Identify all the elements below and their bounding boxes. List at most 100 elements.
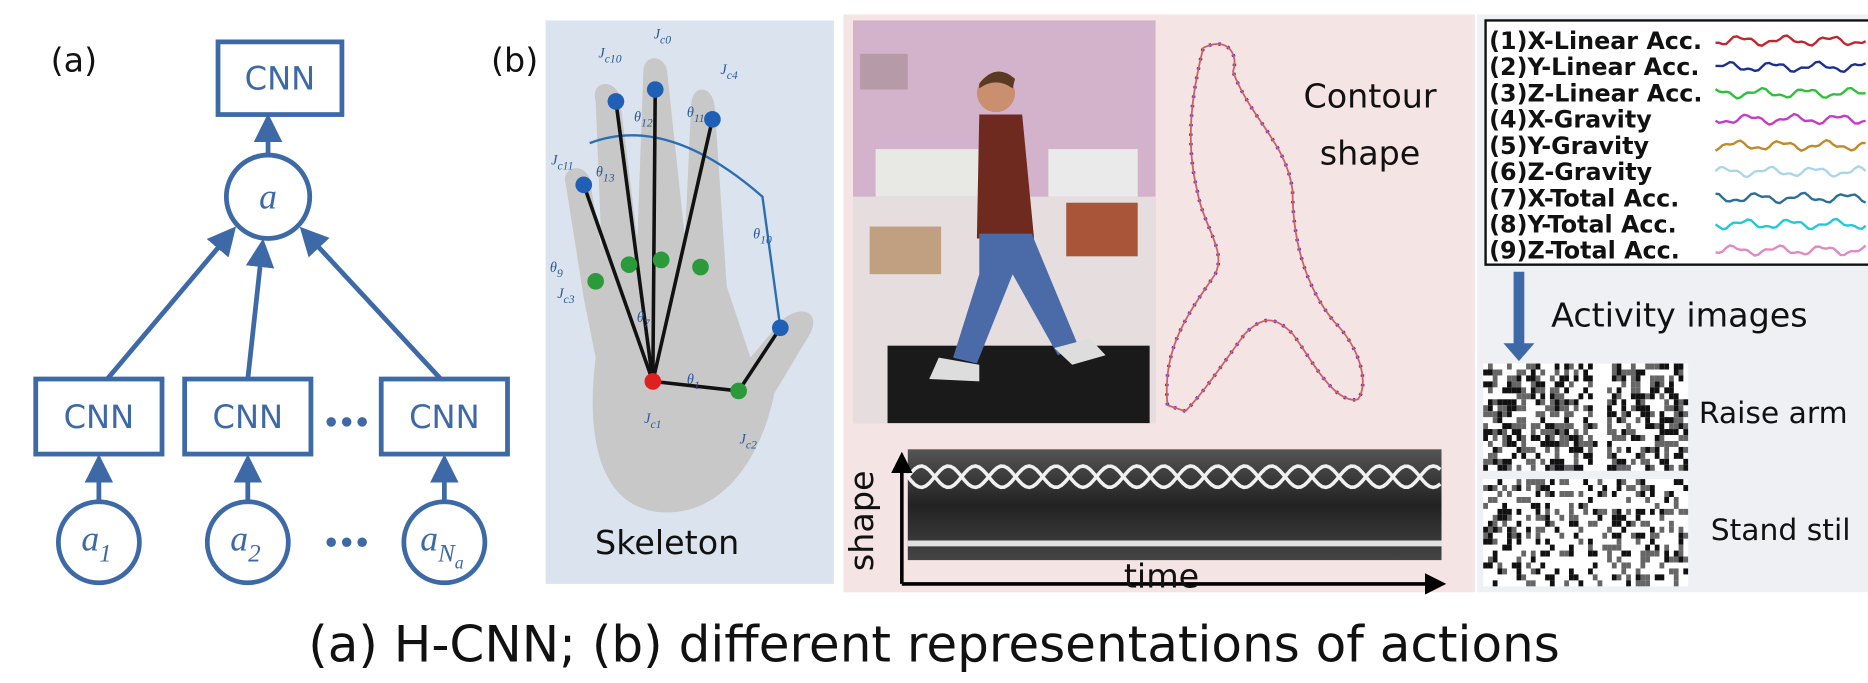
activity-pixel xyxy=(1679,423,1684,429)
activity-pixel xyxy=(1660,423,1665,429)
activity-pixel xyxy=(1531,375,1536,381)
activity-pixel xyxy=(1650,509,1655,515)
activity-pixel xyxy=(1598,479,1603,485)
activity-pixel xyxy=(1488,485,1493,491)
activity-pixel xyxy=(1660,364,1665,370)
activity-pixel xyxy=(1607,423,1612,429)
activity-pixel xyxy=(1497,369,1502,375)
activity-pixel xyxy=(1660,381,1665,387)
activity-pixel xyxy=(1664,557,1669,563)
activity-pixel xyxy=(1674,497,1679,503)
activity-pixel xyxy=(1493,539,1498,545)
activity-pixel xyxy=(1536,533,1541,539)
activity-pixel xyxy=(1607,527,1612,533)
activity-pixel xyxy=(1683,423,1688,429)
activity-pixel xyxy=(1569,521,1574,527)
activity-pixel xyxy=(1669,405,1674,411)
activity-pixel xyxy=(1583,405,1588,411)
activity-pixel xyxy=(1559,435,1564,441)
activity-pixel xyxy=(1645,411,1650,417)
activity-pixel xyxy=(1674,364,1679,370)
sensor-label: (9)Z-Total Acc. xyxy=(1489,237,1680,265)
activity-pixel xyxy=(1664,465,1669,471)
activity-pixel xyxy=(1550,393,1555,399)
activity-pixel xyxy=(1660,509,1665,515)
arrow xyxy=(306,234,441,379)
activity-pixel xyxy=(1569,411,1574,417)
activity-pixel xyxy=(1512,441,1517,447)
activity-pixel xyxy=(1521,405,1526,411)
activity-pixel xyxy=(1545,574,1550,580)
activity-pixel xyxy=(1674,580,1679,586)
activity-pixel xyxy=(1517,539,1522,545)
activity-pixel xyxy=(1517,574,1522,580)
activity-pixel xyxy=(1607,387,1612,393)
activity-pixel xyxy=(1517,509,1522,515)
arrow xyxy=(107,234,230,379)
activity-pixel xyxy=(1631,459,1636,465)
activity-pixel xyxy=(1612,574,1617,580)
activity-pixel xyxy=(1607,545,1612,551)
activity-pixel xyxy=(1488,364,1493,370)
activity-pixel xyxy=(1579,580,1584,586)
activity-pixel xyxy=(1664,491,1669,497)
activity-pixel xyxy=(1550,491,1555,497)
activity-pixel xyxy=(1536,375,1541,381)
activity-pixel xyxy=(1493,429,1498,435)
activity-pixel xyxy=(1574,435,1579,441)
sensor-panel: (1)X-Linear Acc.(2)Y-Linear Acc.(3)Z-Lin… xyxy=(1477,14,1868,592)
activity-pixel xyxy=(1621,399,1626,405)
activity-pixel xyxy=(1636,375,1641,381)
activity-pixel xyxy=(1536,381,1541,387)
activity-pixel xyxy=(1536,485,1541,491)
activity-pixel xyxy=(1555,527,1560,533)
activity-pixel xyxy=(1497,417,1502,423)
activity-pixel xyxy=(1640,447,1645,453)
activity-pixel xyxy=(1669,527,1674,533)
activity-pixel xyxy=(1579,447,1584,453)
activity-pixel xyxy=(1669,557,1674,563)
math-sub: c2 xyxy=(746,438,757,451)
activity-pixel xyxy=(1612,399,1617,405)
activity-pixel xyxy=(1674,417,1679,423)
activity-pixel xyxy=(1617,459,1622,465)
activity-pixel xyxy=(1650,381,1655,387)
figure: (a) CNN a CNNCNNCNNa1a2aNa (b) Jc0Jc10Jc… xyxy=(0,0,1868,683)
page: {"panel_a": {"label": "(a)", "top_cnn": … xyxy=(0,0,1868,683)
activity-pixel xyxy=(1502,545,1507,551)
activity-pixel xyxy=(1617,557,1622,563)
activity-pixel xyxy=(1483,411,1488,417)
activity-pixel xyxy=(1645,551,1650,557)
activity-pixel xyxy=(1650,375,1655,381)
activity-pixel xyxy=(1679,527,1684,533)
math-sub: c11 xyxy=(557,160,573,173)
activity-pixel xyxy=(1588,545,1593,551)
activity-pixel xyxy=(1636,387,1641,393)
activity-pixel xyxy=(1559,551,1564,557)
activity-pixel xyxy=(1664,551,1669,557)
activity-pixel xyxy=(1660,574,1665,580)
activity-pixel xyxy=(1579,364,1584,370)
activity-pixel xyxy=(1507,527,1512,533)
activity-pixel xyxy=(1669,521,1674,527)
activity-pixel xyxy=(1493,527,1498,533)
math-sub: 9 xyxy=(557,267,563,280)
activity-pixel xyxy=(1564,369,1569,375)
sensor-label: (5)Y-Gravity xyxy=(1489,132,1649,160)
activity-pixel xyxy=(1488,369,1493,375)
activity-pixel xyxy=(1488,381,1493,387)
activity-pixel xyxy=(1607,399,1612,405)
activity-pixel xyxy=(1536,568,1541,574)
activity-pixel xyxy=(1559,533,1564,539)
activity-pixel xyxy=(1679,509,1684,515)
activity-pixel xyxy=(1598,509,1603,515)
activity-pixel xyxy=(1602,533,1607,539)
activity-pixel xyxy=(1493,399,1498,405)
sensor-label: (6)Z-Gravity xyxy=(1489,158,1652,186)
activity-pixel xyxy=(1550,574,1555,580)
activity-pixel xyxy=(1493,551,1498,557)
activity-pixel xyxy=(1583,375,1588,381)
activity-pixel xyxy=(1660,393,1665,399)
activity-pixel xyxy=(1598,491,1603,497)
activity-pixel xyxy=(1617,533,1622,539)
